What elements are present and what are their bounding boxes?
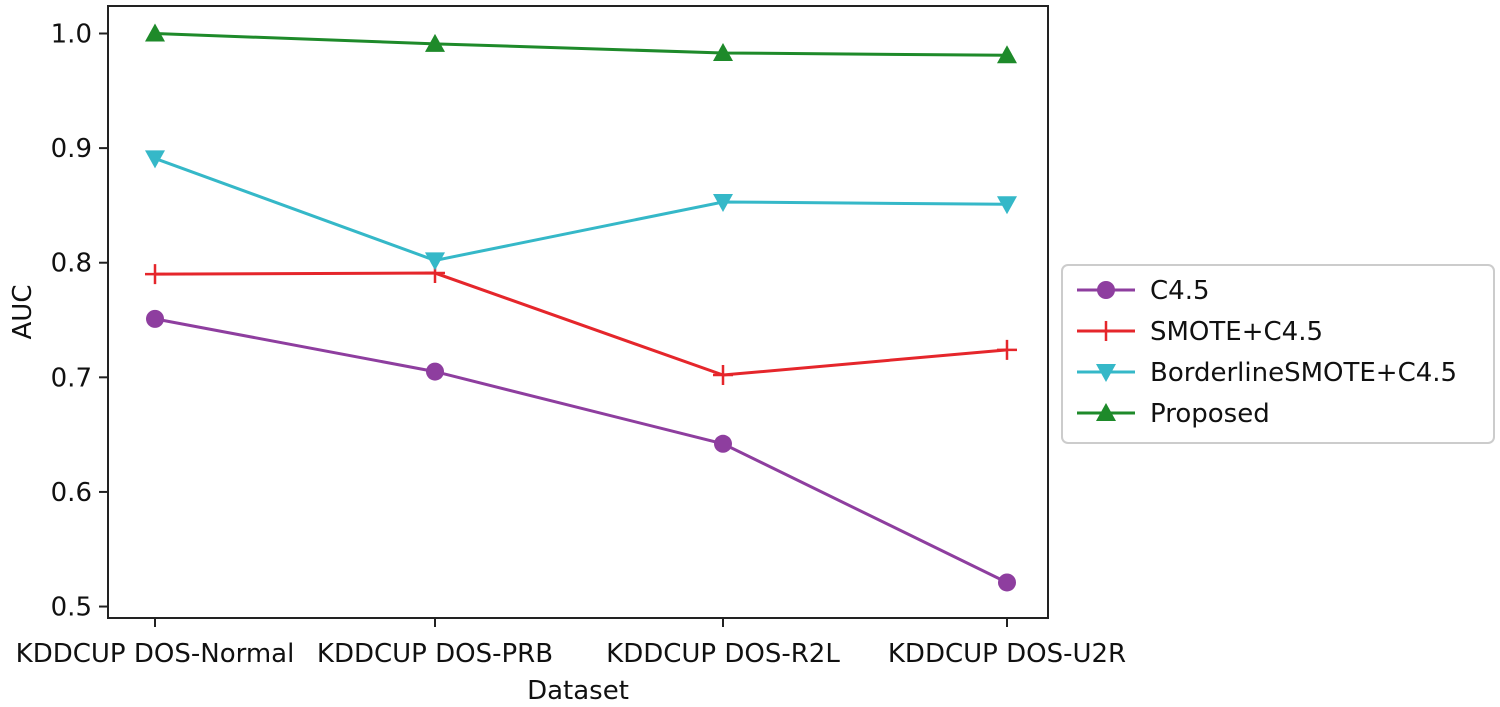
- data-point: [146, 309, 164, 328]
- series-smote-c4-5: [145, 263, 1017, 386]
- y-tick-label: 0.6: [51, 478, 92, 508]
- legend-item: C4.5: [1077, 276, 1210, 306]
- data-point: [997, 45, 1017, 64]
- x-tick-label: KDDCUP DOS-Normal: [16, 639, 295, 669]
- data-point: [425, 33, 445, 52]
- series-line: [154, 32, 1008, 57]
- data-point: [998, 573, 1016, 592]
- y-tick-label: 0.7: [51, 363, 92, 393]
- legend: C4.5 SMOTE+C4.5 BorderlineSMOTE+C4.5 Propos…: [1061, 264, 1495, 444]
- y-tick-label: 0.5: [51, 593, 92, 623]
- legend-marker: [1097, 281, 1115, 299]
- x-tick-label: KDDCUP DOS-PRB: [317, 639, 553, 669]
- data-point: [997, 196, 1017, 215]
- legend-box: [1061, 264, 1495, 444]
- series-line: [154, 271, 1008, 377]
- data-point: [997, 339, 1017, 360]
- data-point: [713, 42, 733, 61]
- data-point: [714, 434, 732, 453]
- legend-label: Proposed: [1150, 399, 1270, 429]
- legend-item: BorderlineSMOTE+C4.5: [1077, 358, 1457, 388]
- series-borderlinesmote-c4-5: [145, 150, 1017, 271]
- legend-item: Proposed: [1077, 399, 1270, 429]
- x-tick-label: KDDCUP DOS-U2R: [888, 639, 1126, 669]
- legend-marker: [1096, 364, 1116, 382]
- data-point: [145, 264, 165, 285]
- series-line: [154, 317, 1008, 584]
- series-proposed: [145, 23, 1017, 64]
- data-point: [145, 150, 165, 169]
- data-point: [713, 193, 733, 212]
- legend-label: C4.5: [1150, 276, 1210, 306]
- y-tick-label: 1.0: [51, 20, 92, 50]
- x-axis-label: Dataset: [527, 676, 629, 706]
- data-point: [425, 252, 445, 271]
- legend-label: SMOTE+C4.5: [1150, 317, 1323, 347]
- data-point: [713, 365, 733, 386]
- legend-label: BorderlineSMOTE+C4.5: [1150, 358, 1457, 388]
- plot-area: [145, 23, 1017, 592]
- plot-frame: [107, 5, 1049, 619]
- y-tick-label: 0.9: [51, 134, 92, 164]
- legend-marker: [1096, 403, 1116, 421]
- x-axis: KDDCUP DOS-Normal KDDCUP DOS-PRB KDDCUP DO…: [16, 618, 1126, 669]
- series-line: [154, 157, 1008, 262]
- x-tick-label: KDDCUP DOS-R2L: [606, 639, 840, 669]
- y-tick-label: 0.8: [51, 249, 92, 279]
- data-point: [145, 23, 165, 42]
- legend-item: SMOTE+C4.5: [1077, 317, 1323, 347]
- y-axis: 0.5 0.6 0.7 0.8 0.9 1.0: [51, 20, 108, 623]
- series-c4-5: [146, 309, 1016, 592]
- data-point: [426, 362, 444, 381]
- legend-marker: [1096, 321, 1116, 341]
- y-axis-label: AUC: [8, 285, 38, 340]
